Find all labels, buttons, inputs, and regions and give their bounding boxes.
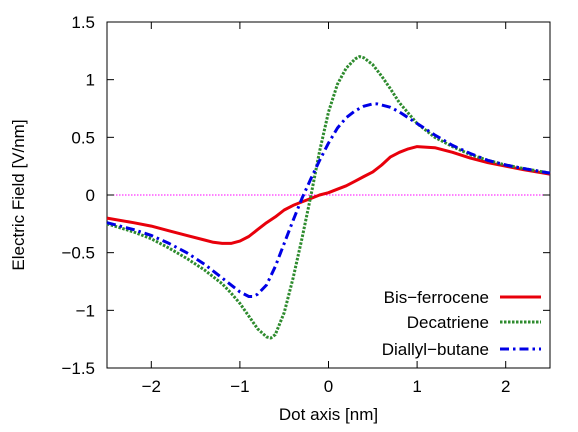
x-tick-label: 1: [412, 377, 421, 396]
legend-label: Diallyl−butane: [382, 340, 489, 359]
x-tick-label: 2: [501, 377, 510, 396]
y-tick-label: 1.5: [71, 13, 95, 32]
y-tick-label: −1.5: [61, 359, 95, 378]
series-lines: [106, 55, 551, 340]
plot-area: −2 −1 0 1 2 −1.5 −1 −0.5 0 0.5 1 1.5 Bis−ferrocene…: [61, 13, 551, 396]
series-line: [106, 145, 551, 245]
series-line: [106, 102, 551, 298]
x-axis-label: Dot axis [nm]: [279, 405, 378, 424]
y-ticks: −1.5 −1 −0.5 0 0.5 1 1.5: [61, 13, 550, 378]
series-line: [106, 55, 551, 340]
x-ticks: −2 −1 0 1 2: [142, 22, 510, 396]
y-tick-label: −0.5: [61, 244, 95, 263]
legend-label: Decatriene: [407, 313, 489, 332]
y-tick-label: −1: [76, 301, 95, 320]
x-tick-label: −1: [230, 377, 249, 396]
x-tick-label: 0: [324, 377, 333, 396]
legend: Bis−ferrocene Decatriene Diallyl−butane: [382, 288, 541, 359]
y-tick-label: 0.5: [71, 128, 95, 147]
y-tick-label: 0: [86, 186, 95, 205]
x-tick-label: −2: [142, 377, 161, 396]
y-axis-label: Electric Field [V/nm]: [9, 119, 28, 270]
y-tick-label: 1: [86, 71, 95, 90]
legend-label: Bis−ferrocene: [384, 288, 489, 307]
